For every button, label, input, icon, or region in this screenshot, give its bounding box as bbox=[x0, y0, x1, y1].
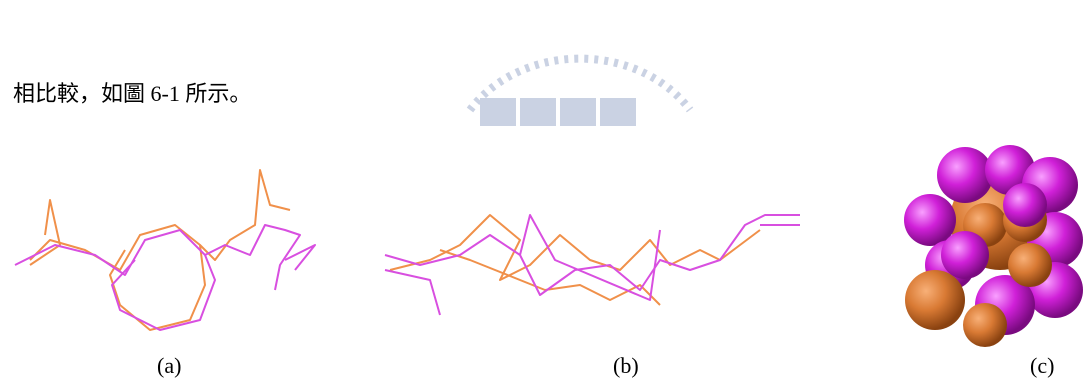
page: {"body_text": "相比較，如圖 6-1 所示。", "figure"… bbox=[0, 0, 1083, 392]
molecule-a bbox=[15, 170, 315, 330]
caption: (c) bbox=[1030, 353, 1054, 379]
body-text: 相比較，如圖 6-1 所示。 bbox=[13, 76, 251, 108]
caption: (a) bbox=[157, 353, 181, 379]
caption: (b) bbox=[613, 353, 639, 379]
molecule-b bbox=[385, 215, 800, 315]
watermark bbox=[470, 59, 690, 126]
figure-art bbox=[0, 0, 1083, 392]
molecule-c bbox=[904, 145, 1083, 347]
